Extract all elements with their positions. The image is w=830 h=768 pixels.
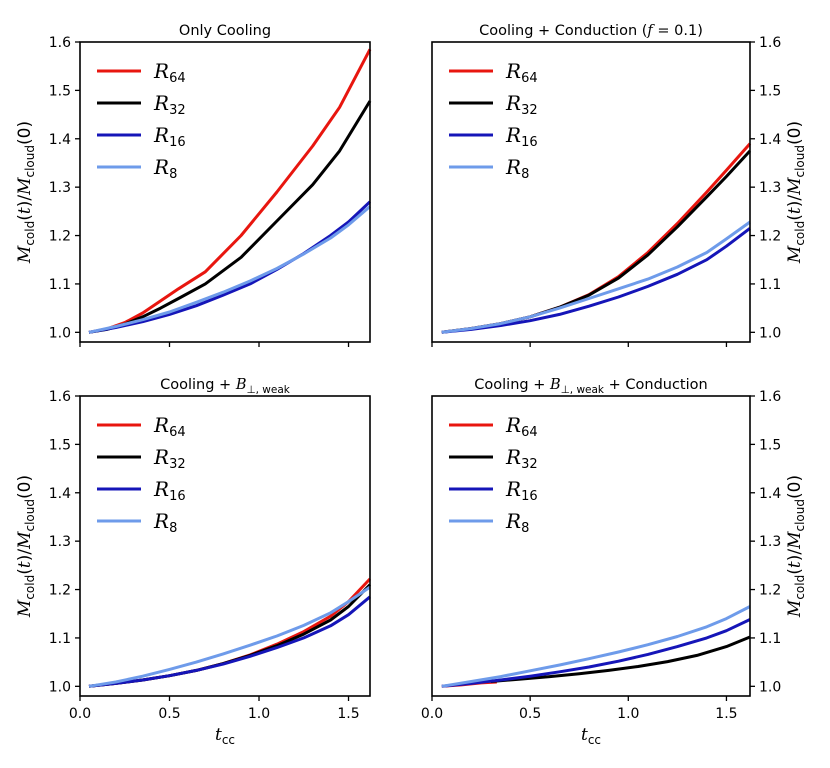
y-tick-label: 1.1: [759, 277, 781, 293]
y-tick-label: 1.4: [49, 132, 71, 148]
legend-label-R16: R16: [153, 123, 186, 150]
panel-title: Cooling + B⊥, weak + Conduction: [474, 377, 707, 396]
y-tick-label: 1.2: [49, 229, 71, 245]
x-tick-label: 0.0: [69, 706, 91, 722]
axes-frame: [431, 395, 751, 697]
x-tick-label: 1.0: [248, 706, 270, 722]
y-tick-label: 1.6: [49, 389, 71, 405]
legend-label-R16: R16: [505, 477, 538, 504]
series-line-R32: [88, 583, 372, 688]
y-tick-label: 1.3: [49, 534, 71, 550]
panel-title: Cooling + B⊥, weak: [160, 377, 291, 396]
x-tick-label: 0.5: [158, 706, 180, 722]
series-line-R8: [441, 605, 751, 688]
y-tick-label: 1.1: [49, 277, 71, 293]
axes-frame: [79, 41, 371, 343]
y-axis-label: Mcold(t)/Mcloud(0): [785, 475, 807, 618]
legend: R64 R32 R16 R8: [97, 413, 186, 536]
legend-label-R64: R64: [153, 59, 186, 86]
legend: R64 R32 R16 R8: [97, 59, 186, 182]
series-line-R8: [441, 220, 751, 334]
series-line-R64: [88, 577, 372, 688]
legend: R64 R32 R16 R8: [449, 59, 538, 182]
y-tick-label: 1.1: [49, 631, 71, 647]
y-tick-label: 1.4: [759, 132, 781, 148]
y-tick-label: 1.0: [759, 679, 781, 695]
y-tick-label: 1.3: [759, 180, 781, 196]
legend-label-R8: R8: [153, 509, 177, 536]
legend-label-R16: R16: [153, 477, 186, 504]
series-line-R8: [88, 585, 371, 688]
legend-label-R64: R64: [153, 413, 186, 440]
axes-frame: [79, 395, 371, 697]
series-line-R16: [441, 227, 751, 334]
series-line-R32: [490, 635, 751, 683]
series-line-R8: [88, 205, 371, 334]
y-tick-label: 1.2: [759, 583, 781, 599]
legend-label-R32: R32: [505, 91, 538, 118]
legend-label-R32: R32: [153, 445, 186, 472]
series-line-R16: [88, 595, 371, 688]
y-tick-label: 1.3: [759, 534, 781, 550]
y-tick-label: 1.6: [759, 389, 781, 405]
panel-4: 0.0 0.5 1.0 1.5 1.0 1.1 1.2 1.3 1.4 1.5 1.6 Cooling…: [421, 377, 807, 747]
axes-frame: [431, 41, 751, 343]
y-tick-label: 1.5: [49, 437, 71, 453]
y-axis-label: Mcold(t)/Mcloud(0): [785, 121, 807, 264]
y-tick-label: 1.2: [759, 229, 781, 245]
y-tick-label: 1.4: [759, 486, 781, 502]
legend-label-R8: R8: [153, 155, 177, 182]
x-tick-label: 1.0: [617, 706, 639, 722]
legend-label-R32: R32: [153, 91, 186, 118]
x-tick-label: 0.0: [421, 706, 443, 722]
y-tick-label: 1.4: [49, 486, 71, 502]
series-line-R16: [441, 618, 751, 688]
x-tick-label: 1.5: [715, 706, 737, 722]
x-axis-label: tcc: [215, 725, 235, 747]
y-tick-label: 1.0: [759, 325, 781, 341]
y-axis-label: Mcold(t)/Mcloud(0): [15, 121, 37, 264]
legend-label-R8: R8: [505, 155, 529, 182]
legend-label-R64: R64: [505, 413, 538, 440]
panel-1: 1.0 1.1 1.2 1.3 1.4 1.5 1.6 Only Cooling Mcold(t…: [15, 23, 372, 347]
legend-label-R32: R32: [505, 445, 538, 472]
legend-label-R16: R16: [505, 123, 538, 150]
y-axis-label: Mcold(t)/Mcloud(0): [15, 475, 37, 618]
panel-title: Only Cooling: [179, 23, 271, 39]
series-line-R16: [88, 200, 372, 334]
x-tick-label: 0.5: [519, 706, 541, 722]
y-tick-label: 1.5: [759, 437, 781, 453]
y-tick-label: 1.5: [49, 83, 71, 99]
y-tick-label: 1.0: [49, 679, 71, 695]
y-tick-label: 1.2: [49, 583, 71, 599]
y-tick-label: 1.1: [759, 631, 781, 647]
y-tick-label: 1.5: [759, 83, 781, 99]
panel-2: 1.0 1.1 1.2 1.3 1.4 1.5 1.6 Cooling + Conductio…: [431, 23, 807, 347]
y-tick-label: 1.6: [49, 35, 71, 51]
y-tick-label: 1.0: [49, 325, 71, 341]
legend: R64 R32 R16 R8: [449, 413, 538, 536]
x-tick-label: 1.5: [337, 706, 359, 722]
panel-title: Cooling + Conduction (f = 0.1): [479, 23, 703, 39]
panel-3: 0.0 0.5 1.0 1.5 1.0 1.1 1.2 1.3 1.4 1.5 1.6 Cooling…: [15, 377, 372, 747]
y-tick-label: 1.3: [49, 180, 71, 196]
x-axis-label: tcc: [581, 725, 601, 747]
y-tick-label: 1.6: [759, 35, 781, 51]
legend-label-R64: R64: [505, 59, 538, 86]
legend-label-R8: R8: [505, 509, 529, 536]
